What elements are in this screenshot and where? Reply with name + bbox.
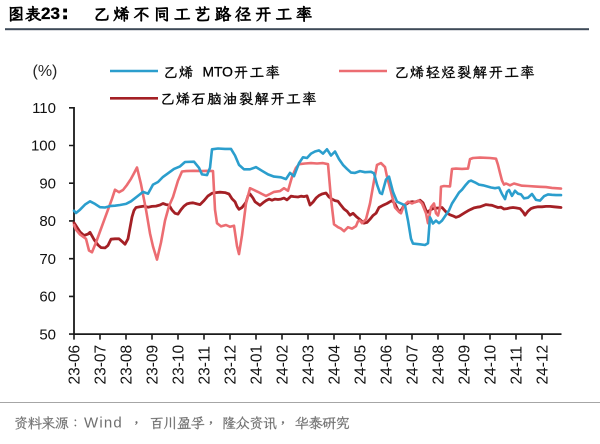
svg-text:24-09: 24-09	[456, 345, 473, 385]
svg-text:23-07: 23-07	[92, 345, 109, 385]
svg-text:MTO: MTO	[203, 65, 234, 80]
svg-text:50: 50	[39, 326, 56, 343]
svg-text:24-04: 24-04	[326, 344, 343, 384]
svg-text:90: 90	[39, 175, 56, 192]
svg-text:23-11: 23-11	[196, 346, 213, 385]
svg-text:(%): (%)	[33, 63, 58, 80]
svg-text:23-09: 23-09	[144, 345, 161, 385]
svg-text:80: 80	[39, 213, 56, 230]
svg-text:23: 23	[41, 4, 60, 23]
svg-text:24-10: 24-10	[482, 344, 499, 384]
svg-text:24-12: 24-12	[534, 345, 551, 385]
svg-text:24-08: 24-08	[430, 345, 447, 385]
svg-text:110: 110	[32, 100, 56, 117]
svg-text:24-11: 24-11	[508, 346, 525, 385]
svg-text:Wind: Wind	[84, 415, 123, 432]
svg-text:23-06: 23-06	[66, 345, 83, 385]
svg-text:23-12: 23-12	[222, 345, 239, 385]
svg-text:23-08: 23-08	[118, 345, 135, 385]
svg-text:100: 100	[31, 138, 56, 155]
svg-text:24-07: 24-07	[404, 345, 421, 385]
svg-text:70: 70	[39, 251, 56, 268]
svg-text:60: 60	[39, 289, 56, 306]
svg-text:24-01: 24-01	[248, 345, 265, 385]
svg-text:24-03: 24-03	[300, 345, 317, 385]
svg-text:24-06: 24-06	[378, 345, 395, 385]
svg-text:24-05: 24-05	[352, 345, 369, 385]
svg-text:23-10: 23-10	[170, 344, 187, 384]
svg-text:24-02: 24-02	[274, 345, 291, 385]
